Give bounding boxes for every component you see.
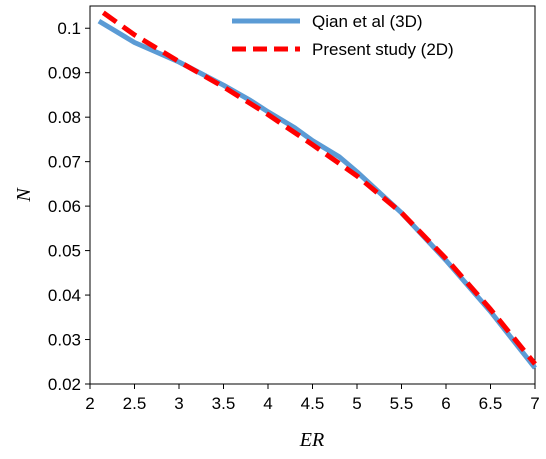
- legend: Qian et al (3D) Present study (2D): [232, 12, 454, 59]
- x-tick-label: 2: [85, 394, 94, 413]
- x-tick-label: 4: [263, 394, 272, 413]
- y-tick-label: 0.03: [48, 331, 81, 350]
- series-line-present-2d: [101, 10, 537, 366]
- x-axis-title: ER: [299, 429, 324, 451]
- y-axis-title: N: [13, 187, 35, 203]
- y-tick-label: 0.08: [48, 108, 81, 127]
- y-tick-label: 0.1: [57, 19, 81, 38]
- x-tick-label: 3: [174, 394, 183, 413]
- x-tick-label: 5: [352, 394, 361, 413]
- series-line-qian-3d: [97, 18, 537, 370]
- x-tick-label: 6: [441, 394, 450, 413]
- legend-label-present: Present study (2D): [312, 40, 454, 59]
- legend-label-qian: Qian et al (3D): [312, 12, 423, 31]
- y-tick-label: 0.07: [48, 153, 81, 172]
- plot-frame: [89, 5, 536, 385]
- y-tick-label: 0.05: [48, 242, 81, 261]
- x-tick-label: 7: [530, 394, 539, 413]
- x-tick-label: 2.5: [123, 394, 147, 413]
- x-tick-label: 6.5: [479, 394, 503, 413]
- x-tick-label: 4.5: [301, 394, 325, 413]
- y-tick-label: 0.09: [48, 64, 81, 83]
- x-tick-label: 3.5: [212, 394, 236, 413]
- y-tick-label: 0.06: [48, 197, 81, 216]
- y-tick-label: 0.04: [48, 286, 81, 305]
- y-tick-label: 0.02: [48, 375, 81, 394]
- x-tick-label: 5.5: [390, 394, 414, 413]
